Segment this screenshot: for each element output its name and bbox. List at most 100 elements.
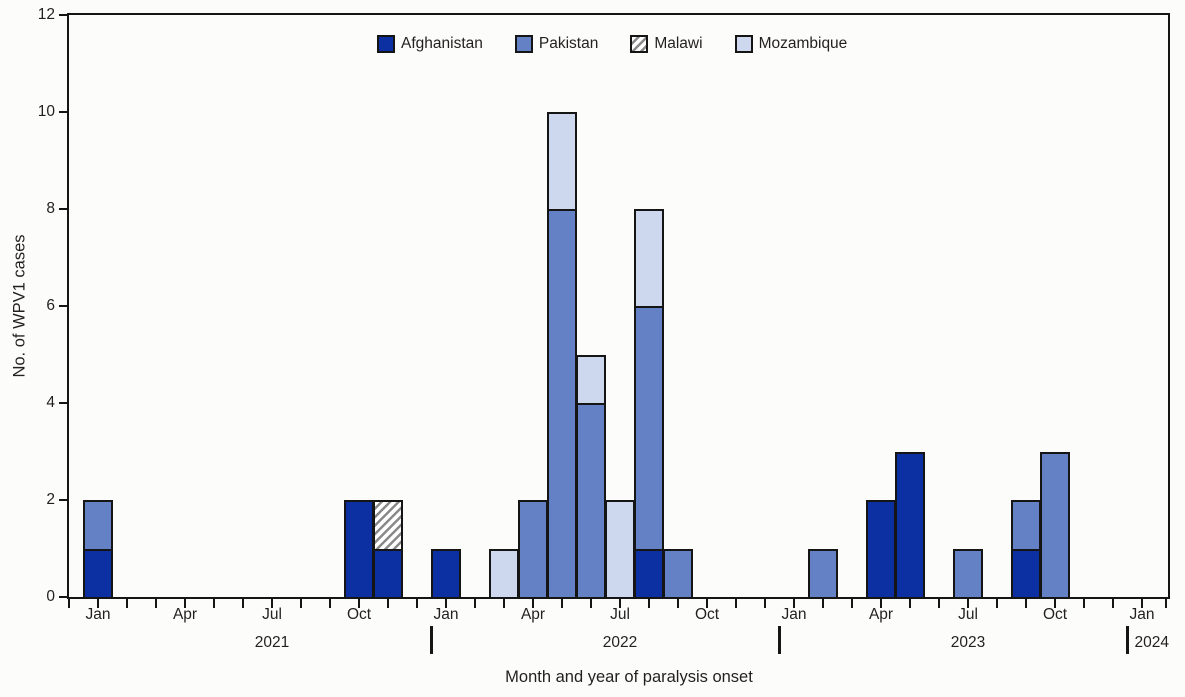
y-axis-tick	[59, 596, 67, 598]
legend-label: Mozambique	[758, 35, 848, 52]
y-axis-tick	[59, 208, 67, 210]
y-axis-tick-label: 6	[46, 297, 55, 314]
x-axis-tick	[1141, 599, 1143, 608]
bar-segment	[808, 548, 838, 599]
x-axis-month-label: Jan	[85, 606, 111, 623]
x-axis-tick	[1083, 599, 1085, 608]
y-axis-tick	[59, 111, 67, 113]
bar-segment	[895, 451, 925, 599]
legend-swatch-icon	[630, 35, 649, 53]
x-axis-month-label: Jan	[433, 606, 459, 623]
bar-segment	[83, 500, 113, 551]
x-axis-tick	[97, 599, 99, 608]
x-axis-tick	[242, 599, 244, 608]
bar-segment	[344, 500, 374, 599]
y-axis-tick-label: 2	[46, 491, 55, 508]
x-axis-month-label: Jan	[781, 606, 807, 623]
x-axis-month-label: Jul	[610, 606, 630, 623]
bar-segment	[953, 548, 983, 599]
x-axis-tick	[387, 599, 389, 608]
x-axis-tick	[474, 599, 476, 608]
x-axis-tick	[764, 599, 766, 608]
bar-segment	[373, 500, 403, 551]
bar-segment	[576, 403, 606, 599]
y-axis-tick-label: 4	[46, 394, 55, 411]
x-axis-tick	[793, 599, 795, 608]
legend-swatch-icon	[734, 35, 753, 53]
bar-segment	[1011, 548, 1041, 599]
year-label: 2021	[254, 634, 290, 651]
x-axis-tick	[358, 599, 360, 608]
x-axis-tick	[561, 599, 563, 608]
year-label: 2022	[602, 634, 638, 651]
bar-segment	[1040, 451, 1070, 599]
x-axis-tick	[329, 599, 331, 608]
legend-item-mozambique: Mozambique	[734, 35, 848, 53]
y-axis-tick	[59, 402, 67, 404]
x-axis-tick	[184, 599, 186, 608]
bar-segment	[663, 548, 693, 599]
x-axis-tick	[909, 599, 911, 608]
x-axis-tick	[1025, 599, 1027, 608]
bar-segment	[518, 500, 548, 599]
bar-segment	[547, 112, 577, 211]
bar-segment	[634, 306, 664, 551]
x-axis-month-label: Apr	[868, 606, 894, 623]
x-axis-tick	[416, 599, 418, 608]
bar-segment	[431, 548, 461, 599]
x-axis-tick	[619, 599, 621, 608]
bar-segment	[547, 209, 577, 599]
x-axis-month-label: Jul	[958, 606, 978, 623]
x-axis-tick	[677, 599, 679, 608]
x-axis-tick	[271, 599, 273, 608]
legend-swatch-icon	[377, 35, 395, 53]
legend-swatch-icon	[514, 35, 533, 53]
x-axis-tick	[648, 599, 650, 608]
x-axis-tick	[996, 599, 998, 608]
legend-label: Afghanistan	[401, 35, 483, 52]
legend-item-afghanistan: Afghanistan	[377, 35, 483, 53]
legend-label: Pakistan	[538, 35, 599, 52]
x-axis-tick	[851, 599, 853, 608]
x-axis-month-label: Jul	[262, 606, 282, 623]
y-axis-tick-label: 8	[46, 200, 55, 217]
legend-item-malawi: Malawi	[630, 35, 703, 53]
year-label: 2024	[1134, 634, 1169, 651]
x-axis-tick	[1054, 599, 1056, 608]
y-axis-tick	[59, 305, 67, 307]
x-axis-month-label: Oct	[694, 606, 720, 623]
x-axis-tick	[532, 599, 534, 608]
chart-legend: Afghanistan Pakistan Malawi Mozambique	[377, 35, 847, 53]
bar-segment	[576, 354, 606, 405]
bar-segment	[634, 209, 664, 308]
x-axis-tick	[68, 599, 70, 608]
y-axis-tick	[59, 499, 67, 501]
plot-area	[67, 13, 1170, 599]
legend-item-pakistan: Pakistan	[514, 35, 599, 53]
bar-segment	[373, 548, 403, 599]
x-axis-tick	[735, 599, 737, 608]
x-axis-title: Month and year of paralysis onset	[505, 668, 753, 686]
x-axis-tick	[155, 599, 157, 608]
legend-label: Malawi	[654, 35, 703, 52]
x-axis-tick	[126, 599, 128, 608]
x-axis-tick	[300, 599, 302, 608]
x-axis-tick	[213, 599, 215, 608]
y-axis-tick-label: 12	[37, 6, 55, 23]
year-separator	[430, 626, 433, 654]
x-axis-tick	[1112, 599, 1114, 608]
y-axis-tick-label: 0	[46, 588, 55, 605]
x-axis-month-label: Oct	[1042, 606, 1068, 623]
bar-segment	[83, 548, 113, 599]
x-axis-tick	[938, 599, 940, 608]
x-axis-month-label: Oct	[346, 606, 372, 623]
bar-segment	[489, 548, 519, 599]
x-axis-tick	[822, 599, 824, 608]
bar-segment	[605, 500, 635, 599]
x-axis-tick	[706, 599, 708, 608]
year-label: 2023	[950, 634, 986, 651]
bar-segment	[1011, 500, 1041, 551]
x-axis-tick	[503, 599, 505, 608]
x-axis-tick	[880, 599, 882, 608]
